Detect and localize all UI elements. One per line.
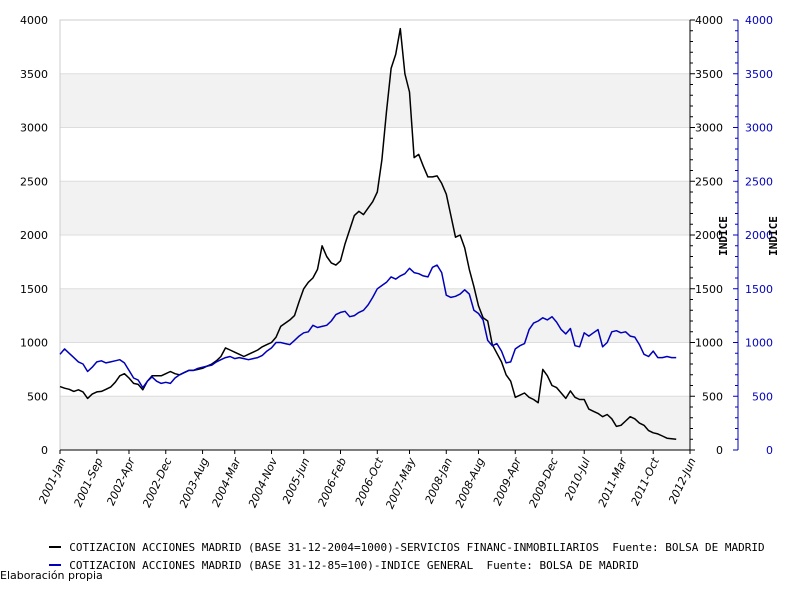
x-tick-label: 2002-Dec [140,456,174,510]
left-tick-label: 2000 [20,229,48,242]
legend-swatch-1 [49,546,62,548]
left-tick-label: 3500 [20,68,48,81]
right-tick-label-black: 2000 [695,229,723,242]
left-tick-label: 3000 [20,122,48,135]
right-tick-label-blue: 2000 [745,229,773,242]
right-axis-label-black: INDICE [717,216,730,256]
x-tick-label: 2012-Jun [666,456,699,506]
legend-entry-1: COTIZACION ACCIONES MADRID (BASE 31-12-2… [36,528,765,554]
right-tick-label-blue: 3000 [745,122,773,135]
x-tick-label: 2005-Jun [280,456,313,506]
right-y-axis-black: 0 500 1000 1500 2000 2500 3000 3500 4000 [689,14,723,457]
right-tick-label-blue: 500 [752,390,773,403]
x-tick-label: 2010-Jul [562,456,593,503]
right-tick-label-black: 500 [702,390,723,403]
right-y-axis-blue: 0 500 1000 1500 2000 2500 3000 3500 4000 [733,14,773,457]
left-tick-label: 1500 [20,283,48,296]
x-tick-label: 2011-Oct [629,455,663,507]
x-tick-label: 2009-Apr [491,454,525,507]
x-tick-label: 2007-May [383,455,418,511]
right-tick-label-black: 0 [716,444,723,457]
right-tick-label-blue: 1000 [745,337,773,350]
right-tick-label-black: 2500 [695,175,723,188]
right-tick-label-black: 4000 [695,14,723,27]
right-tick-label-blue: 4000 [745,14,773,27]
left-tick-label: 2500 [20,175,48,188]
background-bands [60,73,690,450]
right-axis-label-blue: INDICE [767,216,780,256]
x-tick-label: 2001-Sep [71,456,105,509]
right-tick-label-blue: 0 [766,444,773,457]
right-tick-label-black: 3500 [695,68,723,81]
band-3000 [60,73,690,128]
band-1000 [60,288,690,343]
legend-entry-2: COTIZACION ACCIONES MADRID (BASE 31-12-8… [36,546,639,572]
right-tick-label-black: 3000 [695,122,723,135]
x-tick-label: 2004-Nov [246,455,281,509]
x-tick-label: 2002-Apr [104,454,138,507]
series-line-2 [59,264,677,389]
x-tick-label: 2006-Oct [353,455,387,507]
line-chart: 0 500 1000 1500 2000 2500 3000 3500 4000 0 500 100… [20,14,780,511]
right-tick-label-blue: 3500 [745,68,773,81]
band-0 [60,396,690,450]
legend-label-1: COTIZACION ACCIONES MADRID (BASE 31-12-2… [69,541,765,554]
x-tick-label: 2008-Jan [423,456,455,506]
legend-swatch-2 [49,564,62,566]
left-y-axis: 0 500 1000 1500 2000 2500 3000 3500 4000 [20,14,48,457]
right-tick-label-black: 1500 [695,283,723,296]
x-tick-label: 2011-Mar [596,454,631,509]
left-tick-label: 0 [41,444,48,457]
x-tick-label: 2004-Mar [209,454,244,509]
left-tick-label: 4000 [20,14,48,27]
left-tick-label: 500 [27,390,48,403]
series-group [59,27,677,441]
band-2000 [60,181,690,235]
series-line-1 [59,27,677,441]
x-tick-label: 2008-Aug [453,456,487,510]
right-tick-label-black: 1000 [695,337,723,350]
legend-label-2: COTIZACION ACCIONES MADRID (BASE 31-12-8… [69,559,639,572]
x-tick-label: 2003-Aug [177,456,211,510]
x-tick-label: 2001-Jan [36,456,68,506]
right-tick-label-blue: 1500 [745,283,773,296]
left-tick-label: 1000 [20,337,48,350]
right-tick-label-blue: 2500 [745,175,773,188]
x-tick-label: 2006-Feb [315,456,349,509]
source-note: Elaboración propia [0,569,103,582]
x-tick-label: 2009-Dec [526,456,560,510]
